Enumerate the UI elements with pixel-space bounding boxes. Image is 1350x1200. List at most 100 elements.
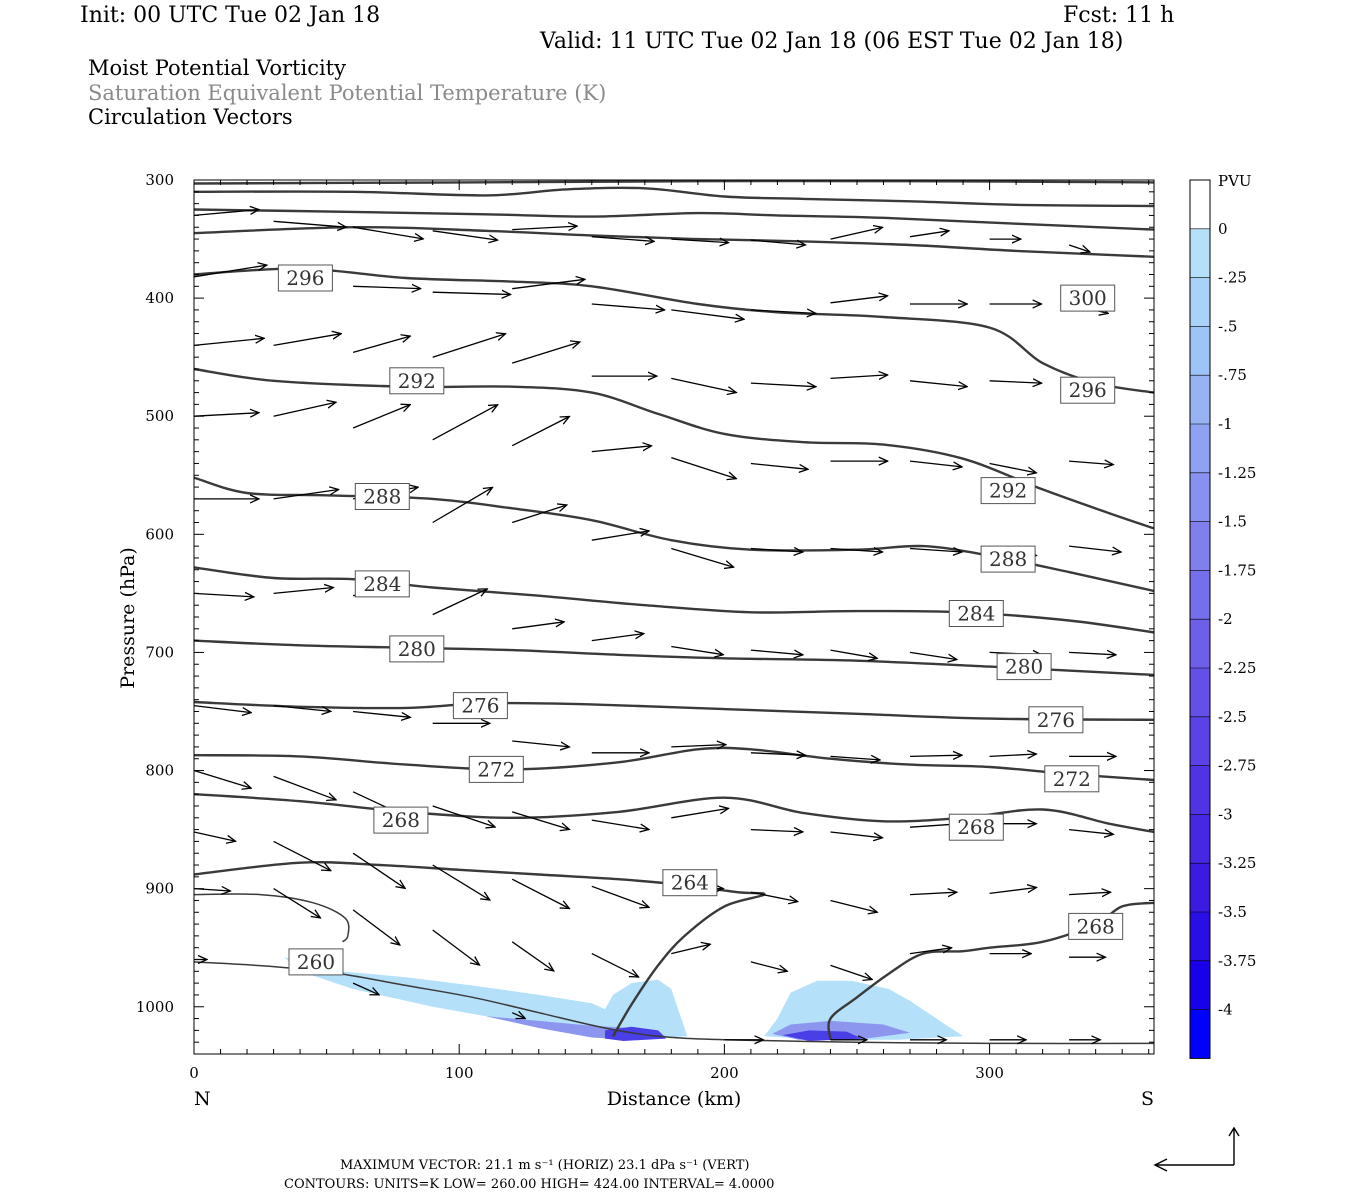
vector-6 [671,239,728,243]
vector-41 [671,456,736,479]
vector-52 [591,531,649,541]
vector-75 [512,740,569,747]
vector-111 [511,941,554,971]
contour-312-15 [193,179,1155,185]
colorbar-label: -2.5 [1218,708,1247,726]
vector-103 [830,899,878,913]
contour-label-11: 276 [452,692,508,720]
contour-label-1: 300 [1060,284,1116,312]
vector-45 [989,462,1037,473]
forecast-hour: Fcst: 11 h [1063,3,1175,28]
vector-58 [1069,545,1121,552]
contour-label-text: 260 [297,950,335,974]
contour-label-3: 296 [1060,376,1116,404]
contour-label-17: 264 [662,869,718,897]
vector-114 [750,961,787,971]
vector-46 [1069,461,1113,465]
vector-40 [591,446,652,453]
mpv-shade-0 [284,957,688,1039]
vector-48 [273,490,339,500]
contour-276-6 [193,700,1155,721]
vector-121 [511,1013,525,1019]
vector-12 [193,265,267,278]
field-title-theta-es: Saturation Equivalent Potential Temperat… [88,81,607,105]
vector-68 [909,651,957,659]
vector-120 [352,982,379,995]
colorbar-label: -3.75 [1218,952,1256,970]
colorbar-swatch-8 [1190,570,1210,620]
contour-label-10: 280 [996,653,1052,681]
vector-102 [750,891,798,901]
vector-35 [193,413,259,417]
contour-label-0: 296 [277,264,333,292]
colorbar-label: -.5 [1218,317,1237,335]
colorbar-swatch-0 [1190,180,1210,229]
vector-108 [273,888,321,918]
vector-24 [273,334,342,347]
vector-106 [1069,892,1111,894]
colorbar-label: -2.75 [1218,757,1256,775]
axis-ticks: 0 100 200 300 300 400 500 600 700 800 900 1000 [136,171,1154,1082]
vector-18 [750,310,816,314]
vector-3 [432,230,498,240]
colorbar-swatch-6 [1190,472,1210,522]
mpv-shading [284,957,964,1041]
colorbar-label: -3.5 [1218,903,1247,921]
contour-label-text: 280 [398,637,436,661]
vector-11 [1068,244,1090,252]
circulation-vectors [193,210,1121,1040]
colorbar-swatch-12 [1190,765,1210,815]
vector-97 [352,852,405,888]
field-title-vectors: Circulation Vectors [88,105,293,129]
colorbar-swatch-2 [1190,277,1210,327]
vector-72 [273,704,331,712]
colorbar-label: -2.25 [1218,659,1256,677]
contour-label-14: 272 [1044,765,1100,793]
vector-31 [830,375,888,379]
vector-16 [591,303,665,310]
vector-67 [830,649,878,658]
vector-60 [273,588,334,595]
contour-label-text: 284 [957,602,995,626]
vector-1 [273,220,347,227]
vector-7 [750,239,806,245]
vector-25 [352,336,410,354]
y-tick-label: 500 [145,407,174,425]
vector-13 [353,286,421,288]
colorbar-swatch-11 [1190,716,1210,766]
colorbar-swatch-10 [1190,668,1210,717]
vector-8 [830,227,883,240]
vector-32 [909,380,967,387]
contour-label-text: 280 [1005,655,1043,679]
contour-label-2: 292 [389,367,445,395]
x-tick-label: 200 [710,1064,739,1082]
vector-96 [273,840,331,870]
vector-115 [830,964,873,979]
contour-label-text: 284 [363,572,401,596]
colorbar-label: -.75 [1218,366,1247,384]
contour-304-13 [193,208,1155,231]
colorbar-label: -3.25 [1218,854,1256,872]
contour-label-text: 300 [1069,286,1107,310]
colorbar-unit: PVU [1218,172,1252,190]
vector-55 [830,549,883,553]
vector-94 [1069,830,1113,835]
y-tick-label: 1000 [136,998,174,1016]
vector-79 [830,756,880,760]
contour-label-text: 292 [989,479,1027,503]
vector-89 [671,808,728,819]
max-vector-info: MAXIMUM VECTOR: 21.1 m s⁻¹ (HORIZ) 23.1 … [340,1158,750,1173]
vector-110 [432,929,480,965]
contour-label-text: 296 [1069,378,1107,402]
contour-labels: 296 300 292 296 288 292 284 288 284 280 280 276 276 2… [277,264,1124,976]
contour-info: CONTOURS: UNITS=K LOW= 260.00 HIGH= 424.… [284,1177,775,1192]
vector-104 [909,892,957,894]
vector-116 [909,948,952,955]
contour-label-text: 272 [1053,767,1091,791]
vector-4 [512,226,577,230]
vector-27 [512,342,580,364]
colorbar-label: -2 [1218,610,1233,628]
y-axis-label: Pressure (hPa) [117,547,139,689]
vector-2 [352,226,423,239]
contour-label-19: 260 [288,948,344,976]
